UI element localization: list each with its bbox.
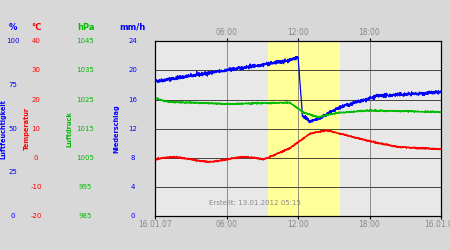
Text: 20: 20 xyxy=(128,68,137,73)
Text: 0: 0 xyxy=(130,213,135,219)
Text: 75: 75 xyxy=(8,82,17,88)
Text: 8: 8 xyxy=(130,155,135,161)
Text: 1025: 1025 xyxy=(76,96,94,102)
Text: Luftdruck: Luftdruck xyxy=(67,111,73,146)
Text: %: % xyxy=(9,23,17,32)
Text: 1005: 1005 xyxy=(76,155,94,161)
Text: 4: 4 xyxy=(130,184,135,190)
Text: -20: -20 xyxy=(30,213,42,219)
Text: 40: 40 xyxy=(32,38,40,44)
Text: Niederschlag: Niederschlag xyxy=(113,104,119,153)
Text: 50: 50 xyxy=(8,126,17,132)
Text: 0: 0 xyxy=(10,213,15,219)
Text: -10: -10 xyxy=(30,184,42,190)
Text: Erstellt: 13.01.2012 05:15: Erstellt: 13.01.2012 05:15 xyxy=(209,200,301,206)
Text: 16: 16 xyxy=(128,96,137,102)
Text: 985: 985 xyxy=(79,213,92,219)
Text: 12: 12 xyxy=(128,126,137,132)
Text: 1015: 1015 xyxy=(76,126,94,132)
Text: 1045: 1045 xyxy=(76,38,94,44)
Text: 20: 20 xyxy=(32,96,40,102)
Text: 24: 24 xyxy=(128,38,137,44)
Text: hPa: hPa xyxy=(77,23,94,32)
Text: Temperatur: Temperatur xyxy=(24,107,30,150)
Bar xyxy=(268,41,340,216)
Text: 100: 100 xyxy=(6,38,19,44)
Text: 30: 30 xyxy=(32,68,40,73)
Text: 10: 10 xyxy=(32,126,40,132)
Text: 1035: 1035 xyxy=(76,68,94,73)
Text: mm/h: mm/h xyxy=(120,23,146,32)
Text: 25: 25 xyxy=(8,170,17,175)
Text: 0: 0 xyxy=(34,155,38,161)
Text: Luftfeuchtigkeit: Luftfeuchtigkeit xyxy=(0,99,7,159)
Text: 995: 995 xyxy=(79,184,92,190)
Text: °C: °C xyxy=(31,23,41,32)
